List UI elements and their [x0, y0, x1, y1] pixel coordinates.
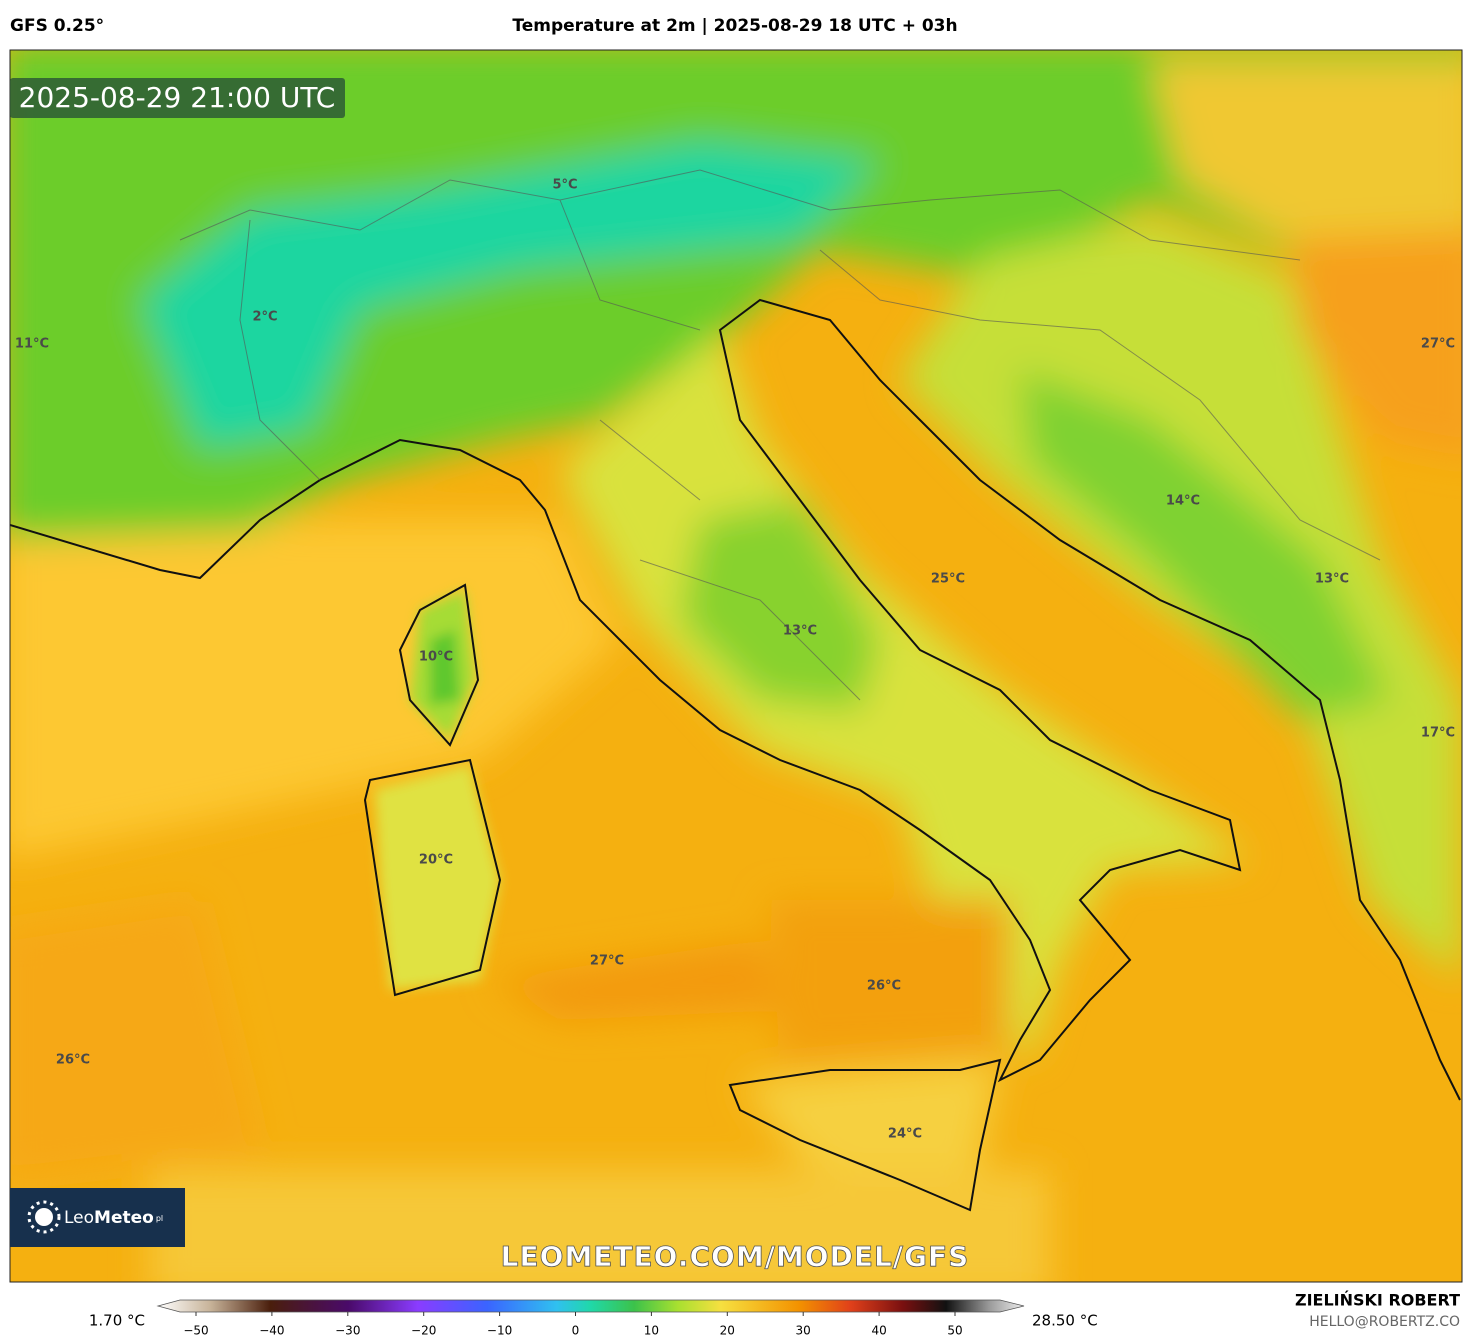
- colorbar-tick-label: 40: [871, 1324, 886, 1338]
- temperature-label: 20°C: [419, 853, 453, 868]
- colorbar: 1.70 °C 28.50 °C −50 −40 −30 −20 −10 0 10 20 30 4…: [89, 1299, 1098, 1338]
- temperature-label: 25°C: [931, 572, 965, 587]
- colorbar-tick-label: 50: [947, 1324, 962, 1338]
- colorbar-min: 1.70 °C: [89, 1312, 145, 1330]
- map-labels: 5°C 2°C 11°C 27°C 14°C 13°C 25°C 10°C 13°C 17°C 20…: [15, 178, 1455, 1142]
- logo-light: Leo: [64, 1208, 94, 1228]
- logo-sun: [35, 1208, 53, 1226]
- logo-suffix: pl: [156, 1214, 163, 1223]
- temperature-label: 17°C: [1421, 726, 1455, 741]
- map: 5°C 2°C 11°C 27°C 14°C 13°C 25°C 10°C 13°C 17°C 20…: [10, 50, 1462, 1282]
- temperature-label: 27°C: [590, 954, 624, 969]
- logo-rays: [27, 1200, 61, 1234]
- colorbar-tick-label: 10: [644, 1324, 659, 1338]
- temperature-label: 5°C: [552, 178, 577, 193]
- model-name: GFS 0.25°: [10, 16, 104, 36]
- timestamp: 2025-08-29 21:00 UTC: [19, 81, 336, 114]
- colorbar-tick-label: −50: [183, 1324, 208, 1338]
- colorbar-tick-label: 30: [796, 1324, 811, 1338]
- temperature-label: 10°C: [419, 650, 453, 665]
- coastlines: [10, 298, 1461, 1212]
- colorbar-ticks: −50 −40 −30 −20 −10 0 10 20 30 40 50: [183, 1312, 963, 1338]
- temperature-label: 2°C: [252, 310, 277, 325]
- logo: LeoMeteo pl: [10, 1188, 185, 1247]
- map-title: Temperature at 2m | 2025-08-29 18 UTC + …: [512, 16, 957, 36]
- temperature-label: 26°C: [56, 1053, 90, 1068]
- colorbar-tick-label: −10: [487, 1324, 512, 1338]
- borders: [179, 169, 1381, 701]
- temperature-label: 14°C: [1166, 494, 1200, 509]
- email: HELLO@ROBERTZ.CO: [1309, 1314, 1460, 1330]
- colorbar-tick-label: −30: [335, 1324, 360, 1338]
- temperature-label: 13°C: [783, 624, 817, 639]
- colorbar-tick-label: −40: [259, 1324, 284, 1338]
- colorbar-tick-label: 20: [720, 1324, 735, 1338]
- temperature-label: 11°C: [15, 337, 49, 352]
- author: ZIELIŃSKI ROBERT: [1295, 1291, 1460, 1310]
- colorbar-tick-label: −20: [411, 1324, 436, 1338]
- timestamp-box: [10, 78, 345, 118]
- colorbar-tick-label: 0: [572, 1324, 580, 1338]
- temperature-label: 24°C: [888, 1127, 922, 1142]
- watermark: LEOMETEO.COM/MODEL/GFS: [501, 1240, 970, 1273]
- colorbar-max: 28.50 °C: [1032, 1312, 1098, 1330]
- logo-bold: Meteo: [94, 1208, 154, 1228]
- temperature-label: 26°C: [867, 979, 901, 994]
- temperature-label: 27°C: [1421, 337, 1455, 352]
- map-frame: [9, 49, 1463, 1283]
- temperature-field: [10, 50, 1462, 1282]
- logo-text: LeoMeteo pl: [64, 1208, 163, 1228]
- colorbar-scale: [156, 1299, 1025, 1313]
- temperature-label: 13°C: [1315, 572, 1349, 587]
- islands: [375, 590, 500, 990]
